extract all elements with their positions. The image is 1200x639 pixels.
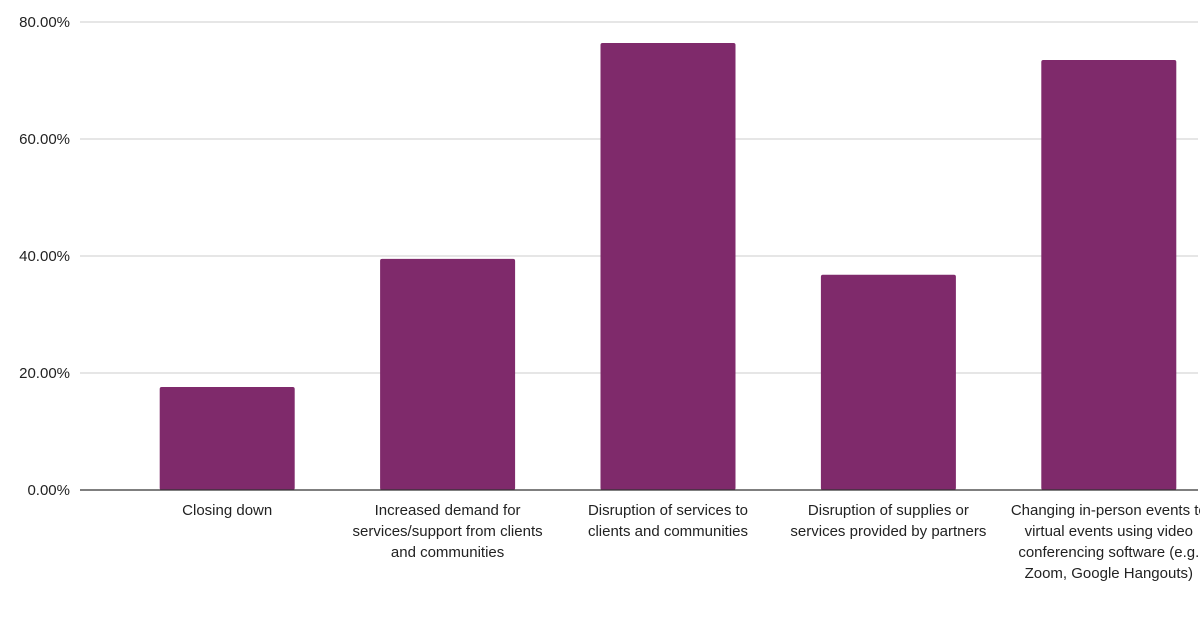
- bar: [820, 274, 956, 490]
- x-tick-label: Disruption of supplies or services provi…: [790, 502, 987, 540]
- y-tick-label: 20.00%: [19, 365, 70, 382]
- x-tick-label: Changing in-person events to virtual eve…: [1010, 502, 1200, 582]
- bar: [159, 387, 295, 490]
- bar: [380, 258, 516, 490]
- bar: [600, 43, 736, 491]
- x-tick-label: Closing down: [182, 502, 273, 519]
- bars: [159, 43, 1177, 491]
- y-axis-ticks: 0.00% 20.00% 40.00% 60.00% 80.00%: [19, 14, 70, 499]
- x-tick-label: Increased demand for services/support fr…: [352, 502, 543, 561]
- y-tick-label: 60.00%: [19, 131, 70, 148]
- y-tick-label: 0.00%: [27, 482, 70, 499]
- bar: [1041, 60, 1177, 491]
- y-tick-label: 80.00%: [19, 14, 70, 31]
- y-tick-label: 40.00%: [19, 248, 70, 265]
- x-tick-label: Disruption of services to clients and co…: [587, 502, 749, 540]
